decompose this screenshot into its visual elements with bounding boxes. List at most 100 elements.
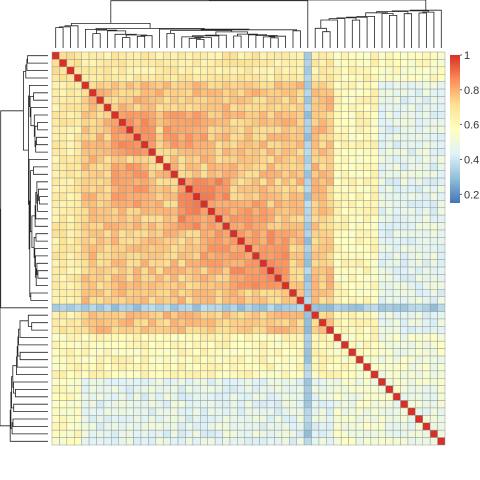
heatmap-cell xyxy=(392,229,401,238)
heatmap-cell xyxy=(274,244,283,253)
heatmap-cell xyxy=(155,200,164,208)
heatmap-cell xyxy=(148,303,157,312)
heatmap-cell xyxy=(407,229,416,238)
heatmap-cell xyxy=(66,177,75,186)
heatmap-cell xyxy=(326,251,335,260)
heatmap-cell xyxy=(318,274,327,283)
heatmap-cell xyxy=(296,155,305,164)
heatmap-cell xyxy=(207,333,216,342)
heatmap-cell xyxy=(192,140,201,149)
heatmap-cell xyxy=(148,59,157,68)
heatmap-cell xyxy=(340,385,349,394)
heatmap-cell xyxy=(378,266,386,275)
heatmap-cell xyxy=(326,118,335,127)
heatmap-cell xyxy=(66,81,75,90)
heatmap-cell xyxy=(407,244,416,253)
heatmap-cell xyxy=(103,378,112,386)
heatmap-cell xyxy=(415,229,424,238)
heatmap-cell xyxy=(429,170,438,179)
heatmap-cell xyxy=(281,259,290,268)
heatmap-cell xyxy=(251,133,260,142)
heatmap-cell xyxy=(162,244,171,253)
heatmap-cell xyxy=(400,214,409,223)
dendrogram-branch xyxy=(25,64,48,79)
heatmap-cell xyxy=(177,229,186,238)
heatmap-cell xyxy=(392,422,401,431)
heatmap-cell xyxy=(281,437,290,446)
heatmap-cell xyxy=(340,244,349,253)
heatmap-cell xyxy=(185,192,194,201)
heatmap-cell xyxy=(429,407,438,416)
heatmap-cell xyxy=(311,177,320,186)
heatmap-cell xyxy=(422,51,431,60)
heatmap-cell xyxy=(318,378,327,386)
heatmap-cell xyxy=(259,326,268,335)
heatmap-cell xyxy=(415,200,424,208)
heatmap-cell xyxy=(133,74,142,82)
heatmap-cell xyxy=(429,81,438,90)
heatmap-cell xyxy=(333,103,342,112)
heatmap-cell xyxy=(81,133,90,142)
heatmap-cell xyxy=(222,385,231,394)
heatmap-cell xyxy=(51,170,60,179)
heatmap-cell xyxy=(51,400,60,409)
heatmap-cell xyxy=(51,237,60,246)
heatmap-cell xyxy=(348,103,357,112)
heatmap-cell xyxy=(392,177,401,186)
heatmap-cell xyxy=(74,333,82,342)
heatmap-cell xyxy=(259,407,268,416)
heatmap-cell xyxy=(192,392,201,401)
heatmap-cell xyxy=(59,162,68,171)
heatmap-cell xyxy=(333,51,342,60)
heatmap-cell xyxy=(74,340,82,349)
heatmap-cell xyxy=(370,177,379,186)
heatmap-cell xyxy=(96,318,105,327)
heatmap-cell xyxy=(170,192,179,201)
heatmap-cell xyxy=(51,370,60,379)
heatmap-cell xyxy=(326,111,335,119)
heatmap-cell xyxy=(111,214,119,223)
heatmap-cell xyxy=(251,355,260,364)
heatmap-cell xyxy=(355,66,364,75)
heatmap-cell xyxy=(340,170,349,179)
heatmap-cell xyxy=(185,378,194,386)
heatmap-cell xyxy=(385,340,394,349)
heatmap-cell xyxy=(296,192,305,201)
heatmap-cell xyxy=(214,214,223,223)
heatmap-cell xyxy=(422,333,431,342)
heatmap-cell xyxy=(229,274,238,283)
heatmap-cell xyxy=(378,392,386,401)
heatmap-cell xyxy=(378,378,386,386)
heatmap-cell xyxy=(407,392,416,401)
heatmap-cell xyxy=(125,148,134,157)
heatmap-cell xyxy=(133,251,142,260)
heatmap-cell xyxy=(177,274,186,283)
heatmap-cell xyxy=(229,140,238,149)
heatmap-cell xyxy=(355,185,364,194)
heatmap-cell xyxy=(162,429,171,438)
heatmap-cell xyxy=(200,437,208,446)
heatmap-cell xyxy=(148,296,157,305)
heatmap-cell xyxy=(237,192,246,201)
heatmap-cell xyxy=(378,355,386,364)
heatmap-cell xyxy=(81,237,90,246)
dendrogram-branch xyxy=(30,292,48,301)
dendrogram-branch xyxy=(36,262,48,275)
heatmap-cell xyxy=(296,88,305,97)
dendrogram-branch xyxy=(11,422,48,435)
heatmap-cell xyxy=(422,311,431,320)
heatmap-cell xyxy=(170,125,179,134)
heatmap-cell xyxy=(185,259,194,268)
heatmap-cell xyxy=(155,259,164,268)
heatmap-cell xyxy=(103,251,112,260)
heatmap-cell xyxy=(407,177,416,186)
heatmap-cell xyxy=(348,355,357,364)
heatmap-cell xyxy=(303,207,312,216)
heatmap-cell xyxy=(251,185,260,194)
heatmap-cell xyxy=(74,103,82,112)
heatmap-cell xyxy=(207,289,216,297)
heatmap-cell xyxy=(88,111,97,119)
heatmap-cell xyxy=(303,51,312,60)
heatmap-cell xyxy=(103,274,112,283)
heatmap-cell xyxy=(244,207,253,216)
